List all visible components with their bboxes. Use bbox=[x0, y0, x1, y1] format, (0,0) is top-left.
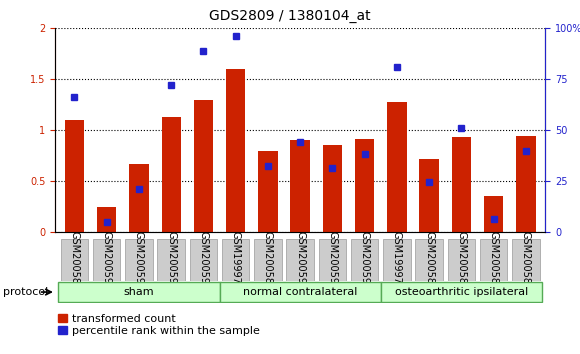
FancyBboxPatch shape bbox=[380, 282, 542, 302]
Text: normal contralateral: normal contralateral bbox=[243, 287, 357, 297]
FancyBboxPatch shape bbox=[158, 239, 185, 281]
FancyBboxPatch shape bbox=[59, 282, 220, 302]
FancyBboxPatch shape bbox=[190, 239, 217, 281]
Bar bbox=[291, 140, 310, 232]
Bar bbox=[258, 152, 278, 232]
Bar bbox=[322, 145, 342, 232]
FancyBboxPatch shape bbox=[222, 239, 249, 281]
Bar bbox=[226, 69, 245, 232]
Bar bbox=[419, 159, 439, 232]
FancyBboxPatch shape bbox=[351, 239, 378, 281]
FancyBboxPatch shape bbox=[512, 239, 539, 281]
Text: GSM200596: GSM200596 bbox=[198, 231, 208, 290]
Bar bbox=[452, 137, 471, 232]
Text: GSM200594: GSM200594 bbox=[134, 231, 144, 290]
FancyBboxPatch shape bbox=[287, 239, 314, 281]
Bar bbox=[161, 117, 181, 232]
Bar bbox=[516, 136, 535, 232]
FancyBboxPatch shape bbox=[448, 239, 475, 281]
Bar bbox=[484, 196, 503, 232]
Text: protocol: protocol bbox=[3, 287, 48, 297]
Text: GSM200588: GSM200588 bbox=[521, 231, 531, 290]
FancyBboxPatch shape bbox=[318, 239, 346, 281]
Text: GSM200593: GSM200593 bbox=[102, 231, 112, 290]
Text: GSM200587: GSM200587 bbox=[488, 231, 499, 290]
FancyBboxPatch shape bbox=[480, 239, 508, 281]
FancyBboxPatch shape bbox=[383, 239, 411, 281]
FancyBboxPatch shape bbox=[220, 282, 380, 302]
Bar bbox=[97, 207, 117, 232]
Text: GSM200586: GSM200586 bbox=[456, 231, 466, 290]
Bar bbox=[355, 139, 374, 232]
Text: sham: sham bbox=[124, 287, 154, 297]
Text: GSM200590: GSM200590 bbox=[295, 231, 305, 290]
Text: GSM200585: GSM200585 bbox=[424, 231, 434, 290]
Text: GSM200584: GSM200584 bbox=[70, 231, 79, 290]
Text: osteoarthritic ipsilateral: osteoarthritic ipsilateral bbox=[395, 287, 528, 297]
Legend: transformed count, percentile rank within the sample: transformed count, percentile rank withi… bbox=[58, 314, 260, 336]
Text: GSM199974: GSM199974 bbox=[231, 231, 241, 290]
FancyBboxPatch shape bbox=[415, 239, 443, 281]
Text: GSM199973: GSM199973 bbox=[392, 231, 402, 290]
FancyBboxPatch shape bbox=[93, 239, 121, 281]
Text: GSM200595: GSM200595 bbox=[166, 231, 176, 290]
Bar bbox=[194, 99, 213, 232]
FancyBboxPatch shape bbox=[61, 239, 88, 281]
Bar bbox=[387, 102, 407, 232]
Bar bbox=[129, 164, 148, 232]
Bar bbox=[65, 120, 84, 232]
FancyBboxPatch shape bbox=[125, 239, 153, 281]
Text: GSM200592: GSM200592 bbox=[360, 231, 369, 290]
FancyBboxPatch shape bbox=[254, 239, 282, 281]
Text: GDS2809 / 1380104_at: GDS2809 / 1380104_at bbox=[209, 9, 371, 23]
Text: GSM200591: GSM200591 bbox=[327, 231, 338, 290]
Text: GSM200589: GSM200589 bbox=[263, 231, 273, 290]
